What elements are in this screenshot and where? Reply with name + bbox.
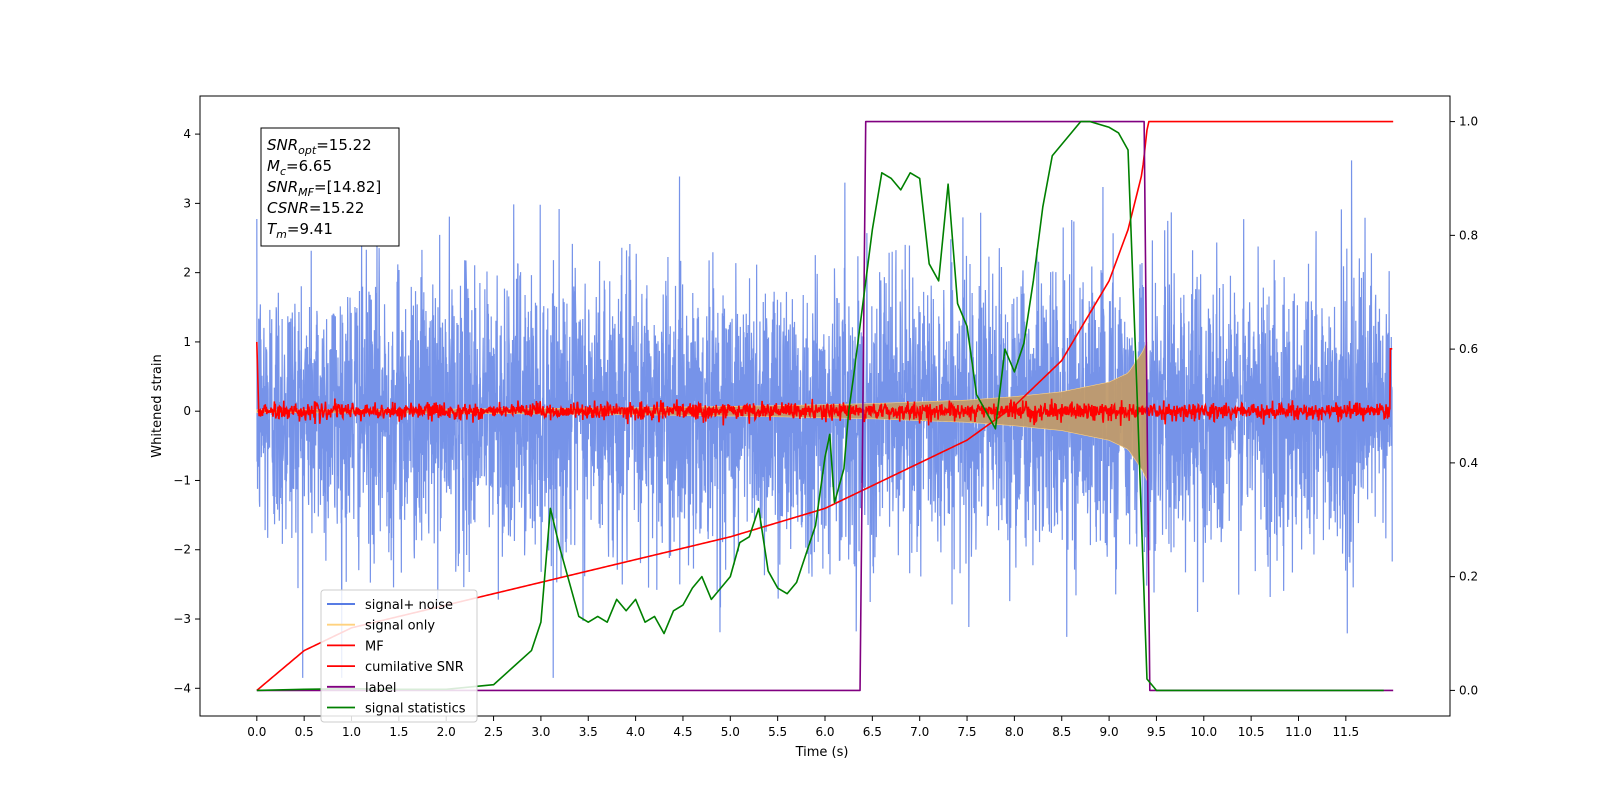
x-tick-label: 3.0 — [531, 725, 550, 739]
x-tick-label: 4.0 — [626, 725, 645, 739]
x-tick-label: 11.0 — [1285, 725, 1312, 739]
x-tick-label: 2.5 — [484, 725, 503, 739]
annotation-line: SNRMF=[14.82] — [267, 178, 381, 199]
x-tick-label: 11.5 — [1332, 725, 1359, 739]
y-axis-right: 0.0 0.2 0.4 0.6 0.8 1.0 — [1450, 115, 1478, 697]
y-tick-label: −2 — [173, 543, 191, 557]
x-tick-label: 7.5 — [957, 725, 976, 739]
annotation-frame — [260, 127, 400, 247]
x-tick-label: 1.5 — [389, 725, 408, 739]
x-tick-label: 1.0 — [342, 725, 361, 739]
annotation-line: SNRopt=15.22 — [267, 136, 372, 157]
y2-tick-label: 0.4 — [1459, 456, 1478, 470]
x-tick-label: 7.0 — [910, 725, 929, 739]
series-signal-statistics-line — [256, 120, 1384, 692]
x-tick-label: 5.5 — [768, 725, 787, 739]
y-tick-label: 0 — [183, 404, 191, 418]
x-tick-label: 0.5 — [295, 725, 314, 739]
y2-tick-label: 0.6 — [1459, 342, 1478, 356]
legend-label: signal only — [365, 619, 435, 634]
y-tick-label: −1 — [173, 473, 191, 487]
series-signal-noise-line — [256, 160, 1393, 678]
y-axis-label: Whitened strain — [150, 354, 165, 457]
x-tick-label: 10.0 — [1190, 725, 1217, 739]
legend-label: label — [365, 681, 396, 696]
y-tick-label: −4 — [173, 681, 191, 695]
legend-label: signal statistics — [365, 702, 466, 717]
x-tick-label: 6.0 — [815, 725, 834, 739]
y2-tick-label: 0.2 — [1459, 570, 1478, 584]
y2-tick-label: 0.8 — [1459, 228, 1478, 242]
y-axis-left: −4 −3 −2 −1 0 1 2 3 4 — [173, 127, 200, 695]
x-tick-label: 9.5 — [1147, 725, 1166, 739]
annotation-line: CSNR=15.22 — [267, 199, 364, 217]
annotation-box: SNRopt=15.22Mc=6.65SNRMF=[14.82]CSNR=15.… — [260, 127, 400, 247]
x-tick-label: 6.5 — [863, 725, 882, 739]
y-tick-label: 4 — [183, 127, 191, 141]
x-tick-label: 5.0 — [721, 725, 740, 739]
x-tick-label: 4.5 — [673, 725, 692, 739]
annotation-line: Tm=9.41 — [267, 220, 333, 241]
legend-frame — [320, 589, 478, 723]
x-tick-label: 10.5 — [1238, 725, 1265, 739]
y2-tick-label: 0.0 — [1459, 683, 1478, 697]
legend-label: cumilative SNR — [365, 660, 464, 675]
x-tick-label: 9.0 — [1100, 725, 1119, 739]
x-tick-label: 0.0 — [247, 725, 266, 739]
annotation-line: Mc=6.65 — [267, 157, 332, 178]
y-tick-label: 2 — [183, 266, 191, 280]
y2-tick-label: 1.0 — [1459, 115, 1478, 129]
x-tick-label: 2.0 — [437, 725, 456, 739]
y-tick-label: 1 — [183, 335, 191, 349]
x-axis-label: Time (s) — [795, 745, 849, 760]
x-tick-label: 8.5 — [1052, 725, 1071, 739]
y-tick-label: −3 — [173, 612, 191, 626]
x-tick-label: 3.5 — [579, 725, 598, 739]
legend: signal+ noise signal only MF cumilative SNR… — [320, 589, 478, 723]
legend-label: signal+ noise — [365, 598, 453, 613]
series-mf-line — [256, 341, 1393, 426]
legend-label: MF — [365, 639, 384, 654]
x-axis: 0.0 0.5 1.0 1.5 2.0 2.5 3.0 3.5 4.0 4.5 5.0 5.5 6.0 6… — [247, 716, 1359, 739]
y-tick-label: 3 — [183, 196, 191, 210]
x-tick-label: 8.0 — [1005, 725, 1024, 739]
